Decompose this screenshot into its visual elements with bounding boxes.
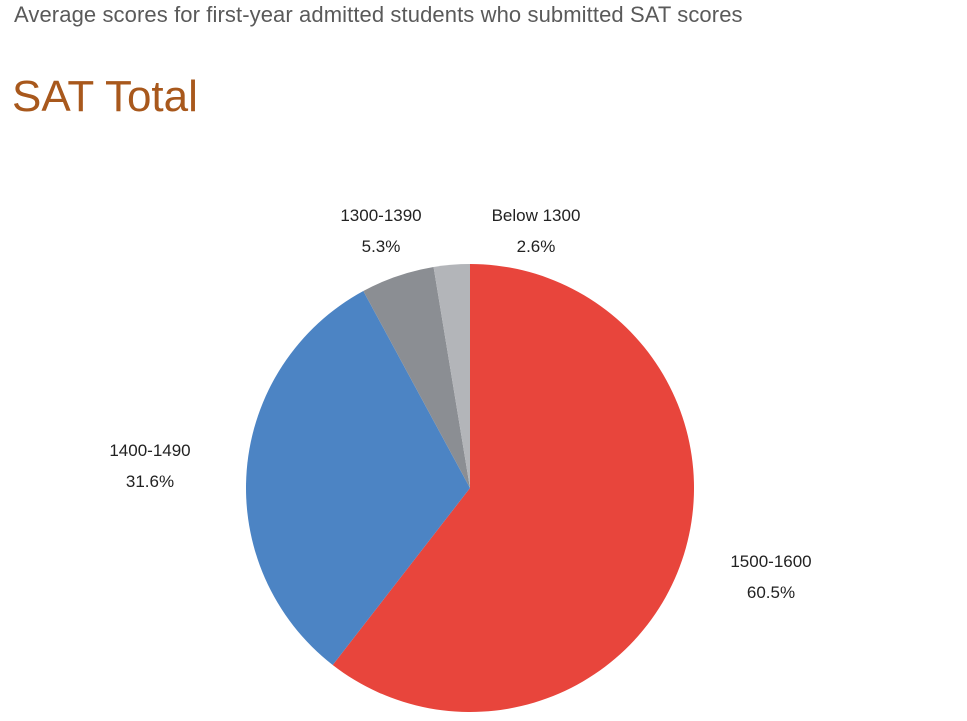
- pie-slice-1400-1490: [246, 291, 470, 665]
- pie-slice-below-1300: [433, 264, 470, 488]
- slice-label-percent: 2.6%: [517, 237, 556, 256]
- slice-label-range: 1400-1490: [109, 441, 190, 460]
- chart-subtitle: Average scores for first-year admitted s…: [14, 2, 743, 27]
- slice-label-range: 1300-1390: [340, 206, 421, 225]
- chart-title: SAT Total: [12, 72, 198, 121]
- pie-slice-1300-1390: [363, 266, 470, 488]
- slice-label-percent: 5.3%: [362, 237, 401, 256]
- slice-label-percent: 60.5%: [747, 583, 795, 602]
- slice-label-range: 1500-1600: [730, 552, 811, 571]
- slice-label-range: Below 1300: [492, 206, 581, 225]
- slice-label-percent: 31.6%: [126, 472, 174, 491]
- pie-slice-1500-1600: [332, 264, 695, 712]
